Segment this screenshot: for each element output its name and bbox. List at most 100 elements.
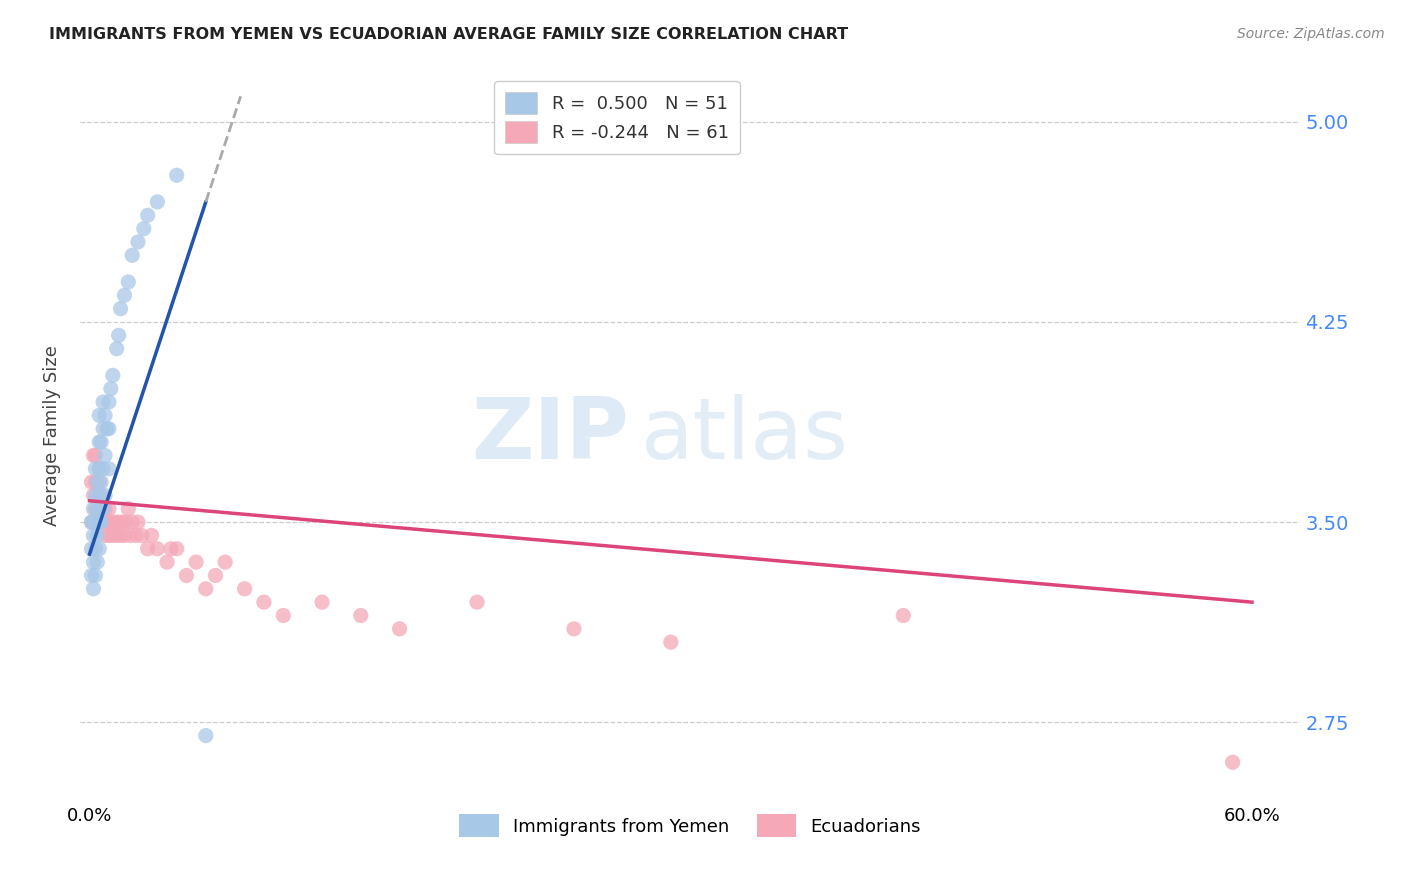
Point (91, 501, 114, 516)
Point (86, 528, 108, 542)
Point (104, 515, 127, 529)
Point (115, 515, 138, 529)
Point (146, 194, 169, 209)
Point (350, 608, 373, 623)
Point (89, 475, 111, 489)
Point (89, 488, 111, 502)
Point (97, 422, 120, 436)
Point (90, 515, 112, 529)
Point (100, 382, 122, 396)
Point (271, 608, 294, 623)
Point (311, 595, 333, 609)
Point (465, 595, 488, 609)
Point (107, 515, 129, 529)
Point (86, 555, 108, 569)
Text: atlas: atlas (641, 394, 849, 477)
Point (125, 528, 148, 542)
Point (89, 541, 111, 556)
Point (127, 515, 149, 529)
Point (94, 449, 117, 463)
Point (89, 462, 111, 476)
Point (82, 555, 104, 569)
Point (94, 528, 117, 542)
Point (84, 488, 107, 502)
Point (94, 488, 117, 502)
Point (1222, 756, 1244, 770)
Point (89, 435, 111, 450)
Point (120, 528, 142, 542)
Point (80, 515, 103, 529)
Point (562, 622, 585, 636)
Point (136, 541, 159, 556)
Point (84, 515, 107, 529)
Point (132, 221, 155, 235)
Point (194, 729, 217, 743)
Point (117, 275, 139, 289)
Point (91, 462, 114, 476)
Point (114, 288, 136, 302)
Point (388, 622, 411, 636)
Point (86, 475, 108, 489)
Point (82, 488, 104, 502)
Point (166, 541, 188, 556)
Point (97, 515, 120, 529)
Point (184, 555, 207, 569)
Point (80, 515, 103, 529)
Point (160, 541, 183, 556)
Point (84, 541, 107, 556)
Point (84, 501, 107, 516)
Point (89, 409, 111, 423)
Point (891, 608, 914, 623)
Point (110, 301, 132, 316)
Point (80, 568, 103, 582)
Point (91, 501, 114, 516)
Text: ZIP: ZIP (471, 394, 628, 477)
Point (91, 422, 114, 436)
Point (204, 568, 226, 582)
Point (90, 435, 112, 450)
Point (82, 501, 104, 516)
Y-axis label: Average Family Size: Average Family Size (44, 345, 60, 525)
Point (121, 248, 143, 262)
Point (97, 528, 120, 542)
Point (86, 475, 108, 489)
Point (101, 368, 124, 383)
Point (91, 395, 114, 409)
Point (82, 528, 104, 542)
Point (97, 501, 120, 516)
Point (86, 501, 108, 516)
Text: Source: ZipAtlas.com: Source: ZipAtlas.com (1237, 27, 1385, 41)
Point (94, 501, 117, 516)
Point (96, 422, 118, 436)
Point (107, 328, 129, 343)
Point (141, 528, 163, 542)
Point (105, 528, 128, 542)
Point (91, 515, 114, 529)
Point (131, 528, 153, 542)
Point (80, 475, 103, 489)
Point (100, 515, 122, 529)
Point (194, 582, 217, 596)
Point (90, 515, 112, 529)
Point (121, 515, 143, 529)
Point (114, 528, 136, 542)
Point (82, 449, 104, 463)
Point (89, 462, 111, 476)
Point (146, 541, 169, 556)
Point (97, 395, 120, 409)
Point (136, 208, 159, 222)
Point (111, 515, 134, 529)
Point (253, 595, 276, 609)
Point (86, 515, 108, 529)
Point (90, 501, 112, 516)
Point (214, 555, 236, 569)
Point (166, 168, 188, 182)
Point (96, 515, 118, 529)
Point (84, 462, 107, 476)
Point (82, 515, 104, 529)
Text: IMMIGRANTS FROM YEMEN VS ECUADORIAN AVERAGE FAMILY SIZE CORRELATION CHART: IMMIGRANTS FROM YEMEN VS ECUADORIAN AVER… (49, 27, 848, 42)
Point (110, 528, 132, 542)
Point (105, 342, 128, 356)
Point (84, 475, 107, 489)
Point (156, 555, 179, 569)
